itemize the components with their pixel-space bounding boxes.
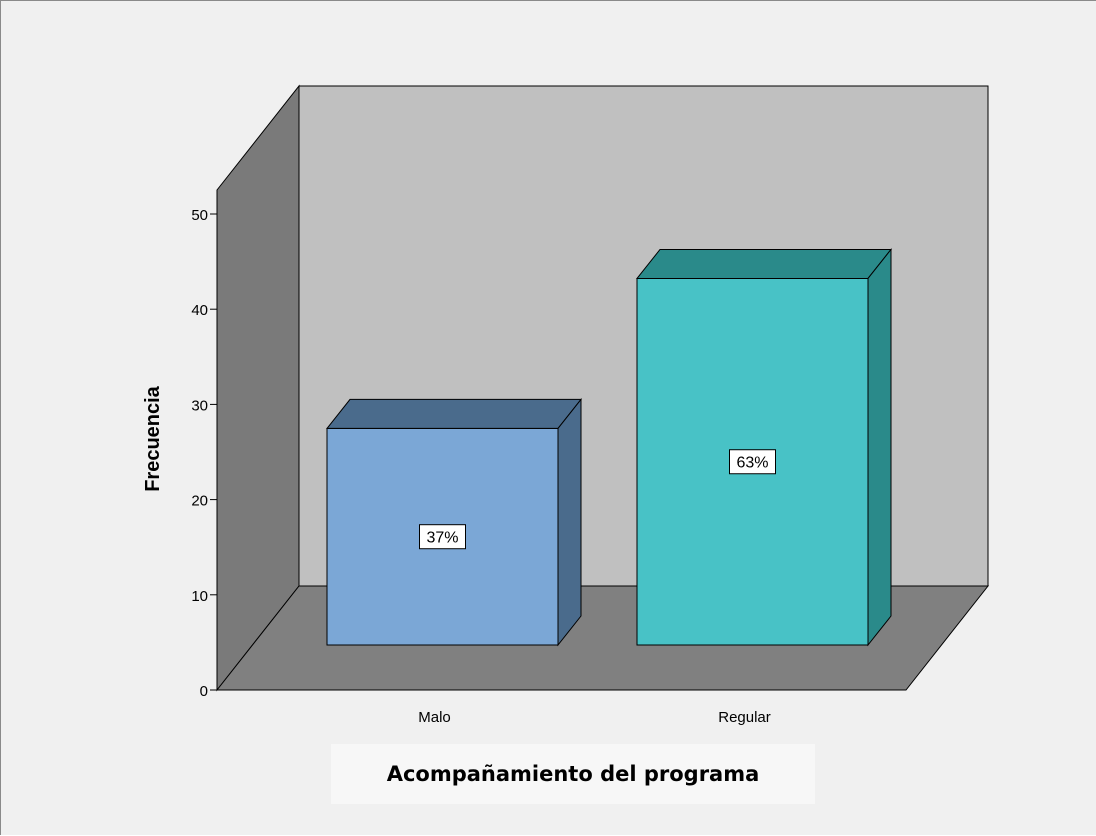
bar-top (325, 398, 583, 429)
y-tick-label: 10 (191, 588, 208, 605)
data-label-box (419, 524, 466, 550)
axes-group: 0 10 20 30 40 50 (191, 207, 217, 700)
data-label-box (729, 449, 776, 475)
bar-top (635, 248, 893, 279)
y-tick-label: 20 (191, 493, 208, 510)
data-label: 37% (426, 530, 458, 547)
y-tick-label: 50 (191, 207, 208, 224)
side-wall (216, 84, 300, 692)
y-tick-label: 40 (191, 302, 208, 319)
data-label: 63% (736, 455, 768, 472)
bar-regular: 63% (635, 248, 893, 647)
bar-side (557, 397, 582, 647)
x-tick-label: Regular (718, 709, 771, 726)
y-axis-title: Frecuencia (142, 385, 164, 491)
y-tick-label: 30 (191, 397, 208, 414)
bars-group: 37% Malo 63% Regular (325, 248, 893, 726)
x-tick-label: Malo (418, 709, 451, 726)
bar-malo: 37% (325, 397, 583, 647)
y-tick-label: 0 (200, 683, 208, 700)
x-axis-title: Acompañamiento del programa (331, 744, 815, 804)
bar-side (867, 248, 892, 647)
